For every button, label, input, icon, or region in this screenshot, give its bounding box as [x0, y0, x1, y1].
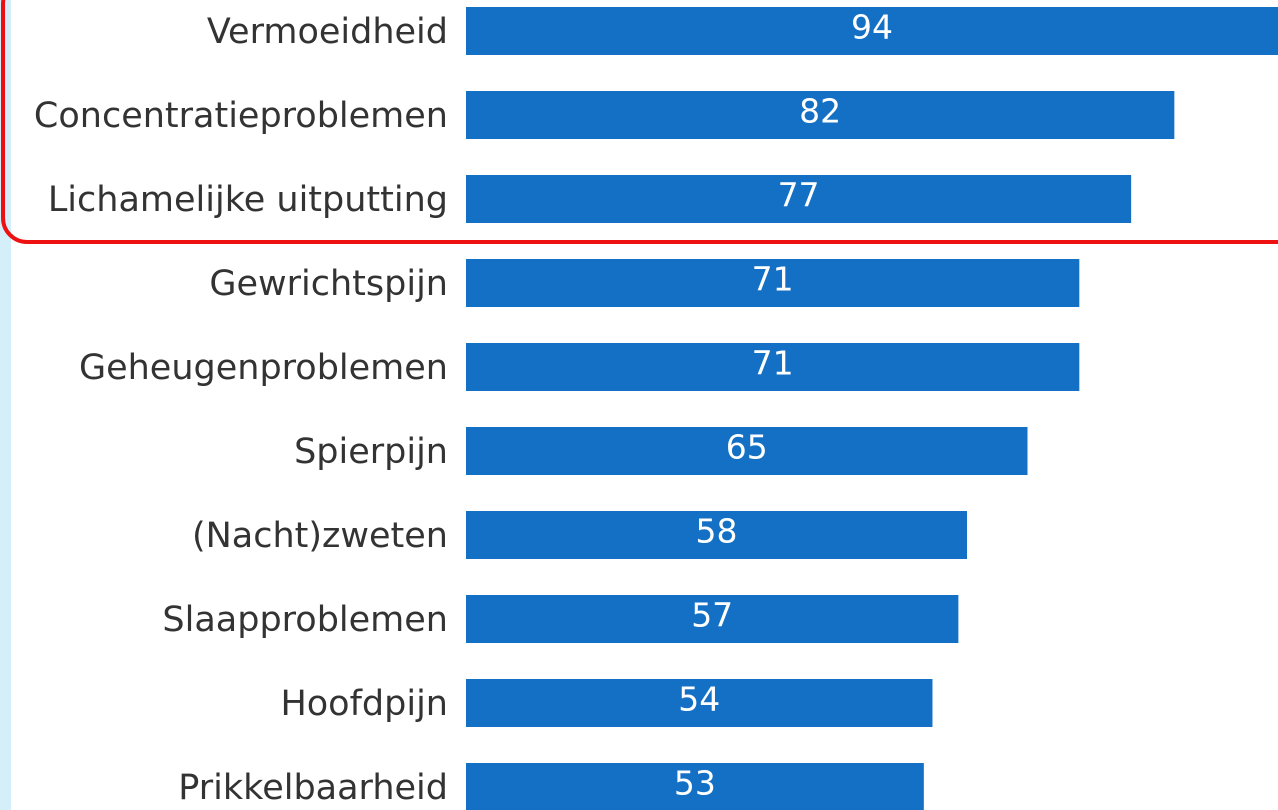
side-strip	[0, 0, 11, 810]
category-label: Geheugenproblemen	[79, 348, 448, 388]
category-label: Slaapproblemen	[162, 600, 448, 640]
value-label: 71	[752, 260, 794, 299]
bar	[466, 91, 1175, 139]
category-label: Vermoeidheid	[207, 12, 448, 52]
category-label: Hoofdpijn	[280, 684, 448, 724]
value-label: 65	[726, 428, 768, 467]
category-label: Concentratieproblemen	[34, 96, 448, 136]
category-label: Spierpijn	[294, 432, 448, 472]
value-label: 57	[691, 596, 733, 635]
category-label: Prikkelbaarheid	[178, 768, 448, 808]
category-label: Gewrichtspijn	[209, 264, 448, 304]
value-label: 53	[674, 764, 716, 803]
bar	[466, 343, 1080, 391]
value-label: 71	[752, 344, 794, 383]
bar	[466, 511, 968, 559]
bar	[466, 595, 959, 643]
value-label: 77	[778, 176, 820, 215]
bar	[466, 7, 1278, 55]
category-label: (Nacht)zweten	[192, 516, 448, 556]
value-label: 54	[678, 680, 720, 719]
bar	[466, 175, 1132, 223]
value-label: 82	[799, 92, 841, 131]
value-label: 58	[696, 512, 738, 551]
highlight-box	[1, 0, 1278, 244]
bar	[466, 763, 924, 810]
category-label: Lichamelijke uitputting	[48, 180, 448, 220]
value-label: 94	[851, 8, 893, 47]
plot: Vermoeidheid 94 Concentratieproblemen 82 Lic…	[34, 7, 1278, 810]
bar	[466, 427, 1028, 475]
bar	[466, 679, 933, 727]
bar	[466, 259, 1080, 307]
